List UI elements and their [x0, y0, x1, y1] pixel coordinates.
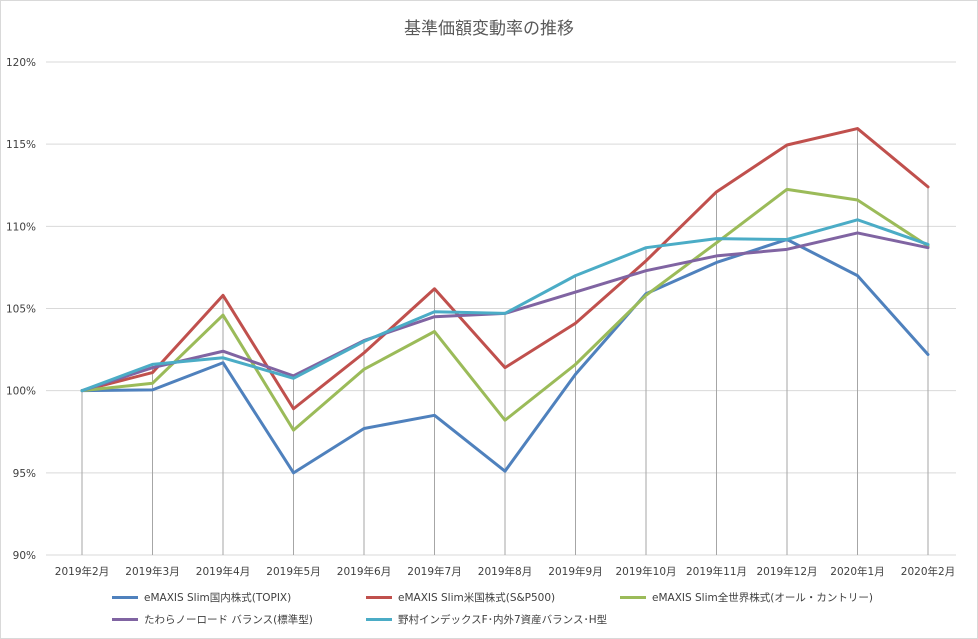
y-tick-label: 105%: [6, 304, 36, 316]
y-tick-label: 95%: [13, 468, 36, 480]
legend-swatch: [366, 618, 392, 621]
legend-item: eMAXIS Slim米国株式(S&P500): [366, 590, 555, 605]
legend-label: 野村インデックスF･内外7資産バランス･H型: [398, 614, 608, 626]
x-tick-label: 2019年7月: [407, 565, 461, 578]
legend-item: eMAXIS Slim全世界株式(オール・カントリー): [620, 590, 873, 605]
series-line: [80, 127, 930, 411]
gridlines: [46, 61, 956, 556]
x-tick-label: 2019年5月: [266, 565, 320, 578]
y-tick-label: 100%: [6, 386, 36, 398]
x-tick-label: 2019年12月: [756, 565, 817, 578]
x-tick-label: 2019年3月: [125, 565, 179, 578]
legend-label: eMAXIS Slim米国株式(S&P500): [398, 592, 556, 604]
legend-label: eMAXIS Slim国内株式(TOPIX): [144, 592, 292, 604]
legend-item: 野村インデックスF･内外7資産バランス･H型: [366, 612, 607, 627]
x-tick-label: 2019年10月: [615, 565, 676, 578]
x-tick-label: 2019年4月: [196, 565, 250, 578]
series-line: [80, 187, 930, 432]
legend-item: eMAXIS Slim国内株式(TOPIX): [112, 590, 291, 605]
x-tick-label: 2020年1月: [830, 565, 884, 578]
x-tick-label: 2020年2月: [901, 565, 955, 578]
y-tick-label: 120%: [6, 57, 36, 69]
legend-swatch: [112, 596, 138, 599]
y-axis-tick-labels: 90% 95% 100% 105% 110% 115% 120%: [6, 57, 36, 562]
legend-swatch: [366, 596, 392, 599]
x-axis-tick-labels: 2019年2月 2019年3月 2019年4月 2019年5月 2019年6月 2019年…: [55, 565, 955, 578]
legend-item: たわらノーロード バランス(標準型): [112, 612, 313, 627]
series-line: [80, 218, 930, 393]
y-tick-label: 90%: [13, 550, 36, 562]
x-tick-label: 2019年6月: [337, 565, 391, 578]
x-tick-label: 2019年8月: [478, 565, 532, 578]
y-tick-label: 110%: [6, 221, 36, 233]
legend-label: たわらノーロード バランス(標準型): [144, 614, 313, 626]
y-tick-label: 115%: [6, 139, 36, 151]
x-tick-label: 2019年11月: [686, 565, 747, 578]
x-tick-label: 2019年2月: [55, 565, 109, 578]
chart-title: 基準価額変動率の推移: [404, 19, 574, 39]
series-lines: [80, 127, 930, 475]
x-tick-label: 2019年9月: [548, 565, 602, 578]
legend-swatch: [620, 596, 646, 599]
legend-label: eMAXIS Slim全世界株式(オール・カントリー): [652, 592, 873, 604]
legend-swatch: [112, 618, 138, 621]
